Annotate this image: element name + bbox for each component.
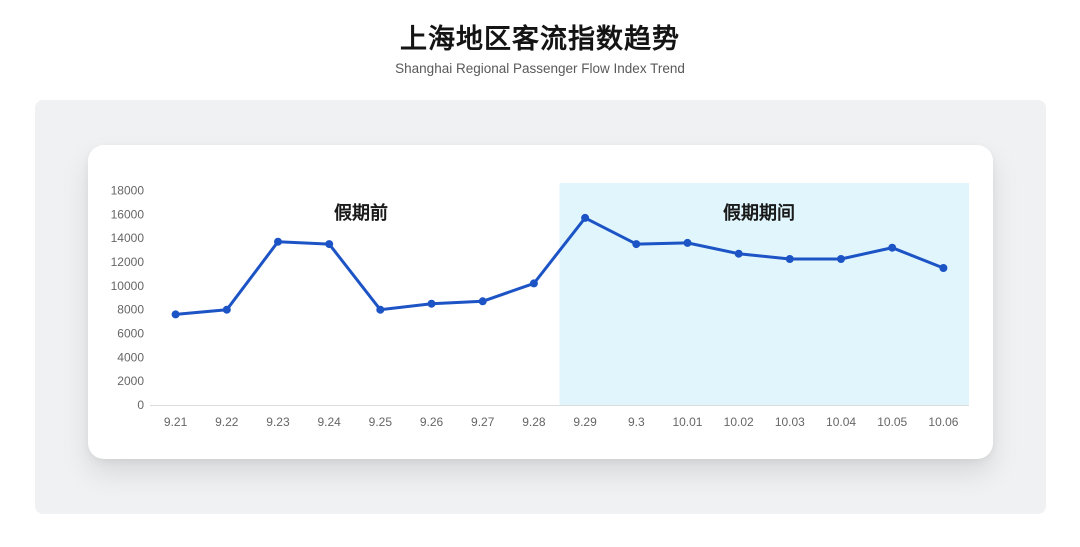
x-axis-tick-label: 9.23 [266,415,290,429]
x-axis-tick-label: 9.26 [420,415,444,429]
data-point-9.23[interactable] [274,237,282,246]
data-point-10.03[interactable] [785,255,794,263]
data-point-9.25[interactable] [376,305,385,314]
x-axis-tick-label: 9.25 [369,415,393,429]
x-axis-tick-label: 9.28 [522,415,546,429]
data-point-10.04[interactable] [837,255,845,263]
y-axis-tick-label: 4000 [117,350,144,364]
chart-subtitle: Shanghai Regional Passenger Flow Index T… [395,61,685,76]
data-point-9.22[interactable] [222,305,231,314]
x-axis-tick-label: 9.29 [573,415,597,429]
chart-panel: 0 2000 4000 6000 8000 10000 12000 14000 16000 180… [35,100,1046,514]
data-point-9.29[interactable] [581,213,590,222]
y-axis-tick-label: 16000 [111,207,145,221]
flow-index-line [174,216,945,316]
data-point-9.28[interactable] [529,279,538,288]
y-axis-tick-label: 12000 [111,255,145,269]
y-axis-tick-label: 14000 [111,231,145,245]
x-axis-tick-label: 10.02 [724,415,754,429]
data-point-10.05[interactable] [888,243,897,252]
holiday-highlight-region [559,183,969,405]
y-axis-tick-label: 10000 [111,279,145,293]
chart-card: 0 2000 4000 6000 8000 10000 12000 14000 16000 180… [88,145,993,459]
data-point-10.01[interactable] [683,238,692,247]
y-axis-tick-label: 6000 [117,327,144,341]
x-axis-tick-label: 9.24 [317,415,341,429]
y-axis-tick-label: 18000 [111,184,145,198]
line-chart: 0 2000 4000 6000 8000 10000 12000 14000 16000 180… [111,183,969,429]
chart-title: 上海地区客流指数趋势 [400,24,680,54]
data-point-9.27[interactable] [478,297,487,306]
data-point-9.24[interactable] [325,240,334,249]
x-axis-tick-label: 10.01 [672,415,702,429]
data-point-10.02[interactable] [734,249,743,258]
x-axis-tick-label: 10.06 [928,415,958,429]
y-axis-tick-label: 2000 [117,374,144,388]
x-axis-tick-label: 9.27 [471,415,495,429]
data-point-9.26[interactable] [427,299,436,308]
data-point-9.3[interactable] [632,240,641,249]
annotation-pre-holiday: 假期前 [334,202,388,223]
data-point-10.06[interactable] [939,264,948,272]
y-axis-tick-label: 0 [137,398,144,412]
x-axis-tick-label: 9.22 [215,415,239,429]
x-axis-tick-label: 9.21 [164,415,188,429]
annotation-holiday: 假期期间 [723,202,795,223]
x-axis-tick-label: 10.05 [877,415,907,429]
x-axis-tick-label: 9.3 [628,415,645,429]
y-axis-tick-label: 8000 [117,303,144,317]
data-point-9.21[interactable] [171,310,180,319]
chart-header: 上海地区客流指数趋势 Shanghai Regional Passenger F… [0,24,1080,76]
x-axis-tick-label: 10.04 [826,415,856,429]
x-axis-tick-label: 10.03 [775,415,805,429]
